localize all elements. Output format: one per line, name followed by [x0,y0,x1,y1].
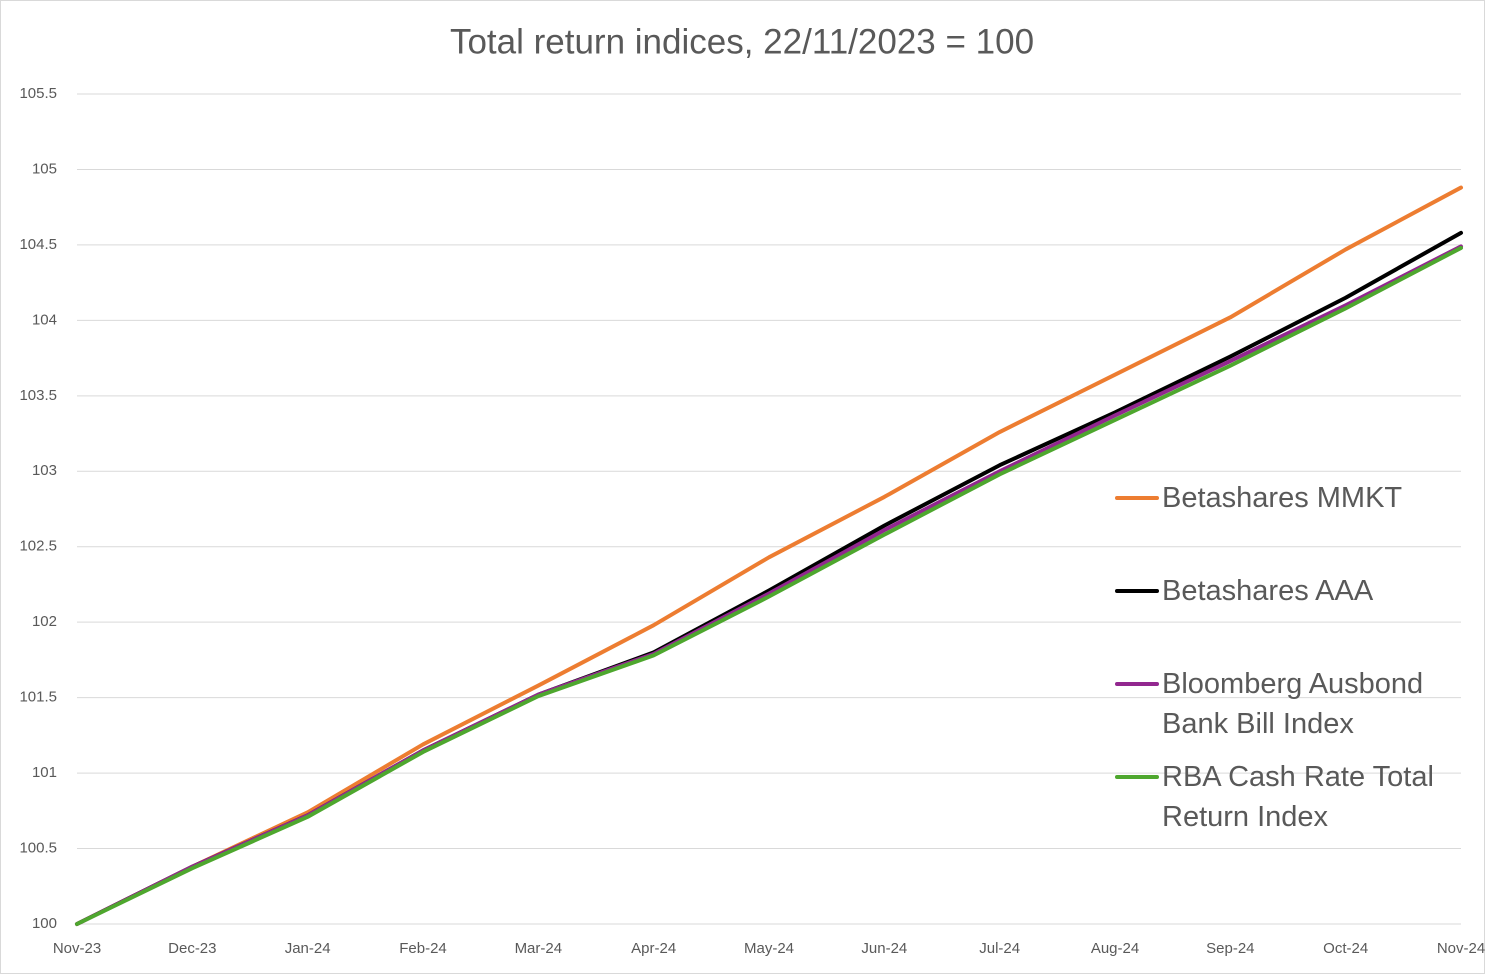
x-tick-label: Apr-24 [631,940,676,957]
y-tick-label: 105 [32,160,57,177]
chart-title: Total return indices, 22/11/2023 = 100 [450,22,1034,61]
x-tick-label: Nov-23 [53,940,101,957]
y-tick-label: 104 [32,311,57,328]
y-tick-label: 101.5 [19,689,57,706]
y-tick-label: 101 [32,764,57,781]
legend-swatch [1115,589,1159,593]
legend-item: Bloomberg Ausbond Bank Bill Index [1115,664,1445,757]
x-tick-label: Mar-24 [515,940,563,957]
x-tick-label: Jul-24 [979,940,1020,957]
y-tick-label: 102.5 [19,538,57,555]
series-line [75,185,1463,926]
x-tick-label: Aug-24 [1091,940,1139,957]
legend-label: Betashares AAA [1162,575,1374,607]
legend-label: Bloomberg Ausbond Bank Bill Index [1162,668,1424,740]
x-tick-label: Nov-24 [1437,940,1485,957]
series-line [75,245,1463,926]
legend-label: Betashares MMKT [1162,482,1403,514]
y-tick-label: 103.5 [19,387,57,404]
legend-item: Betashares MMKT [1115,478,1445,571]
x-tick-label: Feb-24 [399,940,447,957]
x-tick-label: Dec-23 [168,940,216,957]
y-tick-label: 103 [32,462,57,479]
x-tick-label: Jun-24 [861,940,907,957]
y-tick-label: 100.5 [19,840,57,857]
legend-swatch [1115,496,1159,500]
y-tick-label: 104.5 [19,236,57,253]
x-tick-label: Sep-24 [1206,940,1254,957]
x-tick-label: May-24 [744,940,794,957]
legend-item: RBA Cash Rate Total Return Index [1115,757,1445,850]
x-tick-label: Oct-24 [1323,940,1368,957]
legend-label: RBA Cash Rate Total Return Index [1162,761,1434,833]
y-tick-label: 100 [32,915,57,932]
y-tick-label: 105.5 [19,85,57,102]
x-tick-label: Jan-24 [285,940,331,957]
y-tick-label: 102 [32,613,57,630]
legend-item: Betashares AAA [1115,571,1445,664]
legend-swatch [1115,682,1159,686]
legend: Betashares MMKT Betashares AAA Bloomberg A… [1115,478,1445,850]
legend-swatch [1115,775,1159,779]
